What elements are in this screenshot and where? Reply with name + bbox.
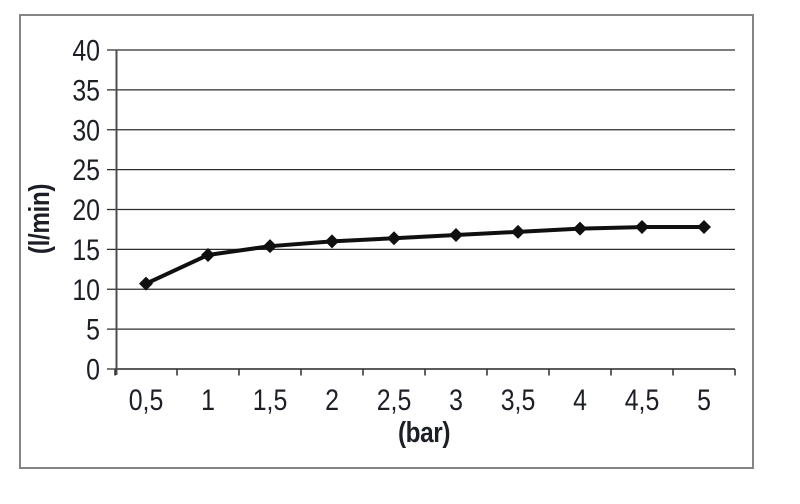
y-tick-label-40: 40 bbox=[72, 33, 100, 67]
data-point-marker bbox=[139, 276, 153, 291]
data-point-marker bbox=[511, 224, 525, 239]
data-point-marker bbox=[387, 231, 401, 246]
y-tick-label-15: 15 bbox=[72, 233, 100, 267]
data-point-marker bbox=[325, 234, 339, 249]
data-point-marker bbox=[635, 220, 649, 235]
data-point-marker bbox=[449, 228, 463, 243]
data-point-marker bbox=[573, 221, 587, 236]
x-tick-label-1: 1 bbox=[201, 383, 215, 417]
x-axis-label: (bar) bbox=[397, 417, 451, 449]
x-tick-label-1,5: 1,5 bbox=[253, 383, 288, 417]
data-point-marker bbox=[697, 220, 711, 235]
data-point-marker bbox=[263, 239, 277, 254]
x-tick-label-4,5: 4,5 bbox=[625, 383, 660, 417]
x-tick-label-3: 3 bbox=[449, 383, 463, 417]
series-line-flow-rate-curve bbox=[144, 225, 706, 286]
y-tick-label-25: 25 bbox=[72, 153, 100, 187]
x-tick-label-3,5: 3,5 bbox=[501, 383, 536, 417]
y-tick-label-0: 0 bbox=[86, 352, 100, 386]
y-tick-label-30: 30 bbox=[72, 113, 100, 147]
x-tick-label-4: 4 bbox=[573, 383, 587, 417]
y-tick-label-20: 20 bbox=[72, 193, 100, 227]
x-tick-label-0,5: 0,5 bbox=[129, 383, 164, 417]
x-tick-label-2,5: 2,5 bbox=[377, 383, 412, 417]
y-tick-label-10: 10 bbox=[72, 273, 100, 307]
data-point-marker bbox=[201, 247, 215, 262]
y-tick-label-35: 35 bbox=[72, 73, 100, 107]
x-tick-label-2: 2 bbox=[325, 383, 339, 417]
x-tick-label-5: 5 bbox=[697, 383, 711, 417]
y-tick-label-5: 5 bbox=[86, 312, 100, 346]
y-axis-label: (l/min) bbox=[24, 183, 56, 255]
